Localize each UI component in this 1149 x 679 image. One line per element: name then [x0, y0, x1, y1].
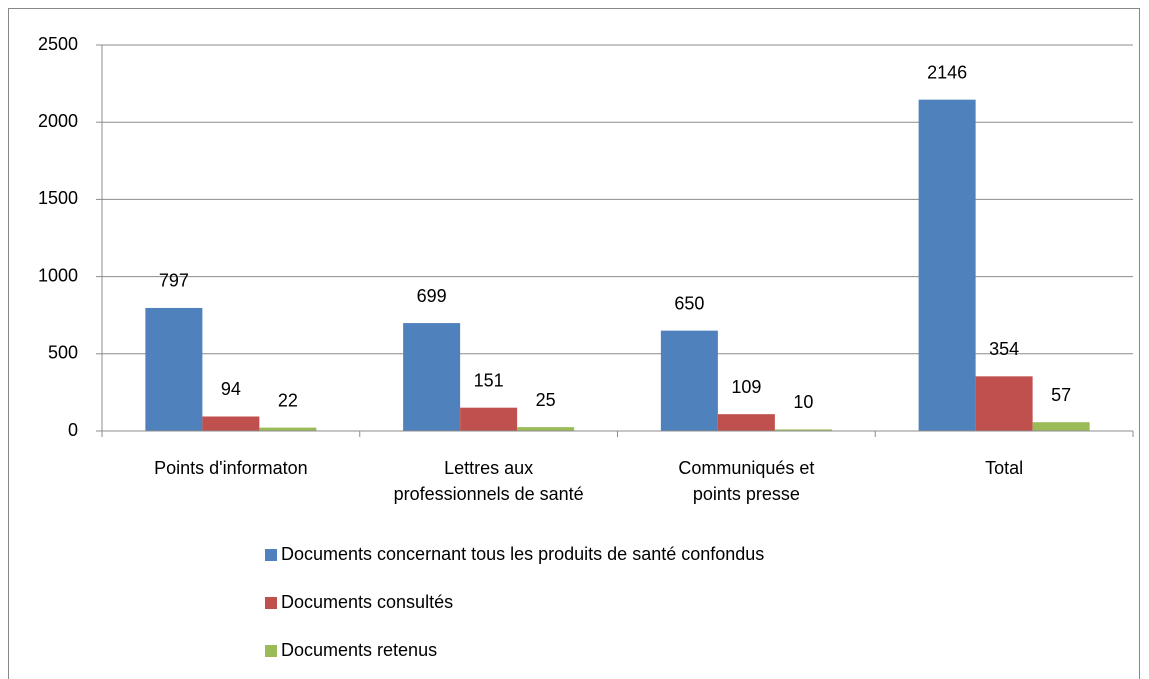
data-label: 10	[793, 392, 813, 412]
y-tick-label: 1000	[38, 265, 78, 285]
legend-swatch	[265, 597, 277, 609]
x-tick-label: Lettres aux professionnels de santé	[393, 458, 584, 504]
legend-label: Documents retenus	[281, 640, 437, 660]
data-label: 22	[278, 390, 298, 410]
bar	[918, 99, 976, 432]
x-tick-label: Total	[985, 458, 1024, 478]
bar	[403, 323, 461, 431]
data-label: 25	[536, 390, 556, 410]
y-tick-label: 2500	[38, 34, 78, 54]
legend-swatch	[265, 645, 277, 657]
data-label: 797	[159, 271, 189, 291]
data-label: 151	[474, 370, 504, 390]
legend-label: Documents concernant tous les produits d…	[281, 544, 764, 564]
bar	[774, 429, 832, 431]
data-label: 2146	[927, 62, 967, 82]
data-label: 650	[674, 293, 704, 313]
bar	[1032, 422, 1090, 431]
bar	[975, 376, 1033, 431]
y-tick-label: 500	[48, 343, 78, 363]
data-label: 94	[221, 379, 241, 399]
data-label: 109	[731, 377, 761, 397]
y-tick-label: 1500	[38, 188, 78, 208]
bar	[145, 307, 203, 431]
bar	[259, 427, 317, 431]
x-tick-label: Points d'informaton	[154, 458, 308, 478]
data-label: 699	[417, 286, 447, 306]
bar	[460, 407, 518, 431]
y-tick-label: 2000	[38, 111, 78, 131]
legend-swatch	[265, 549, 277, 561]
bar	[517, 427, 575, 431]
bar	[202, 416, 260, 431]
data-label: 57	[1051, 385, 1071, 405]
x-tick-label: Communiqués et points presse	[678, 458, 815, 504]
chart-border	[8, 8, 1140, 679]
y-tick-label: 0	[68, 420, 78, 440]
data-label: 354	[989, 339, 1019, 359]
bar	[717, 414, 775, 431]
legend-label: Documents consultés	[281, 592, 453, 612]
bar	[660, 330, 718, 431]
